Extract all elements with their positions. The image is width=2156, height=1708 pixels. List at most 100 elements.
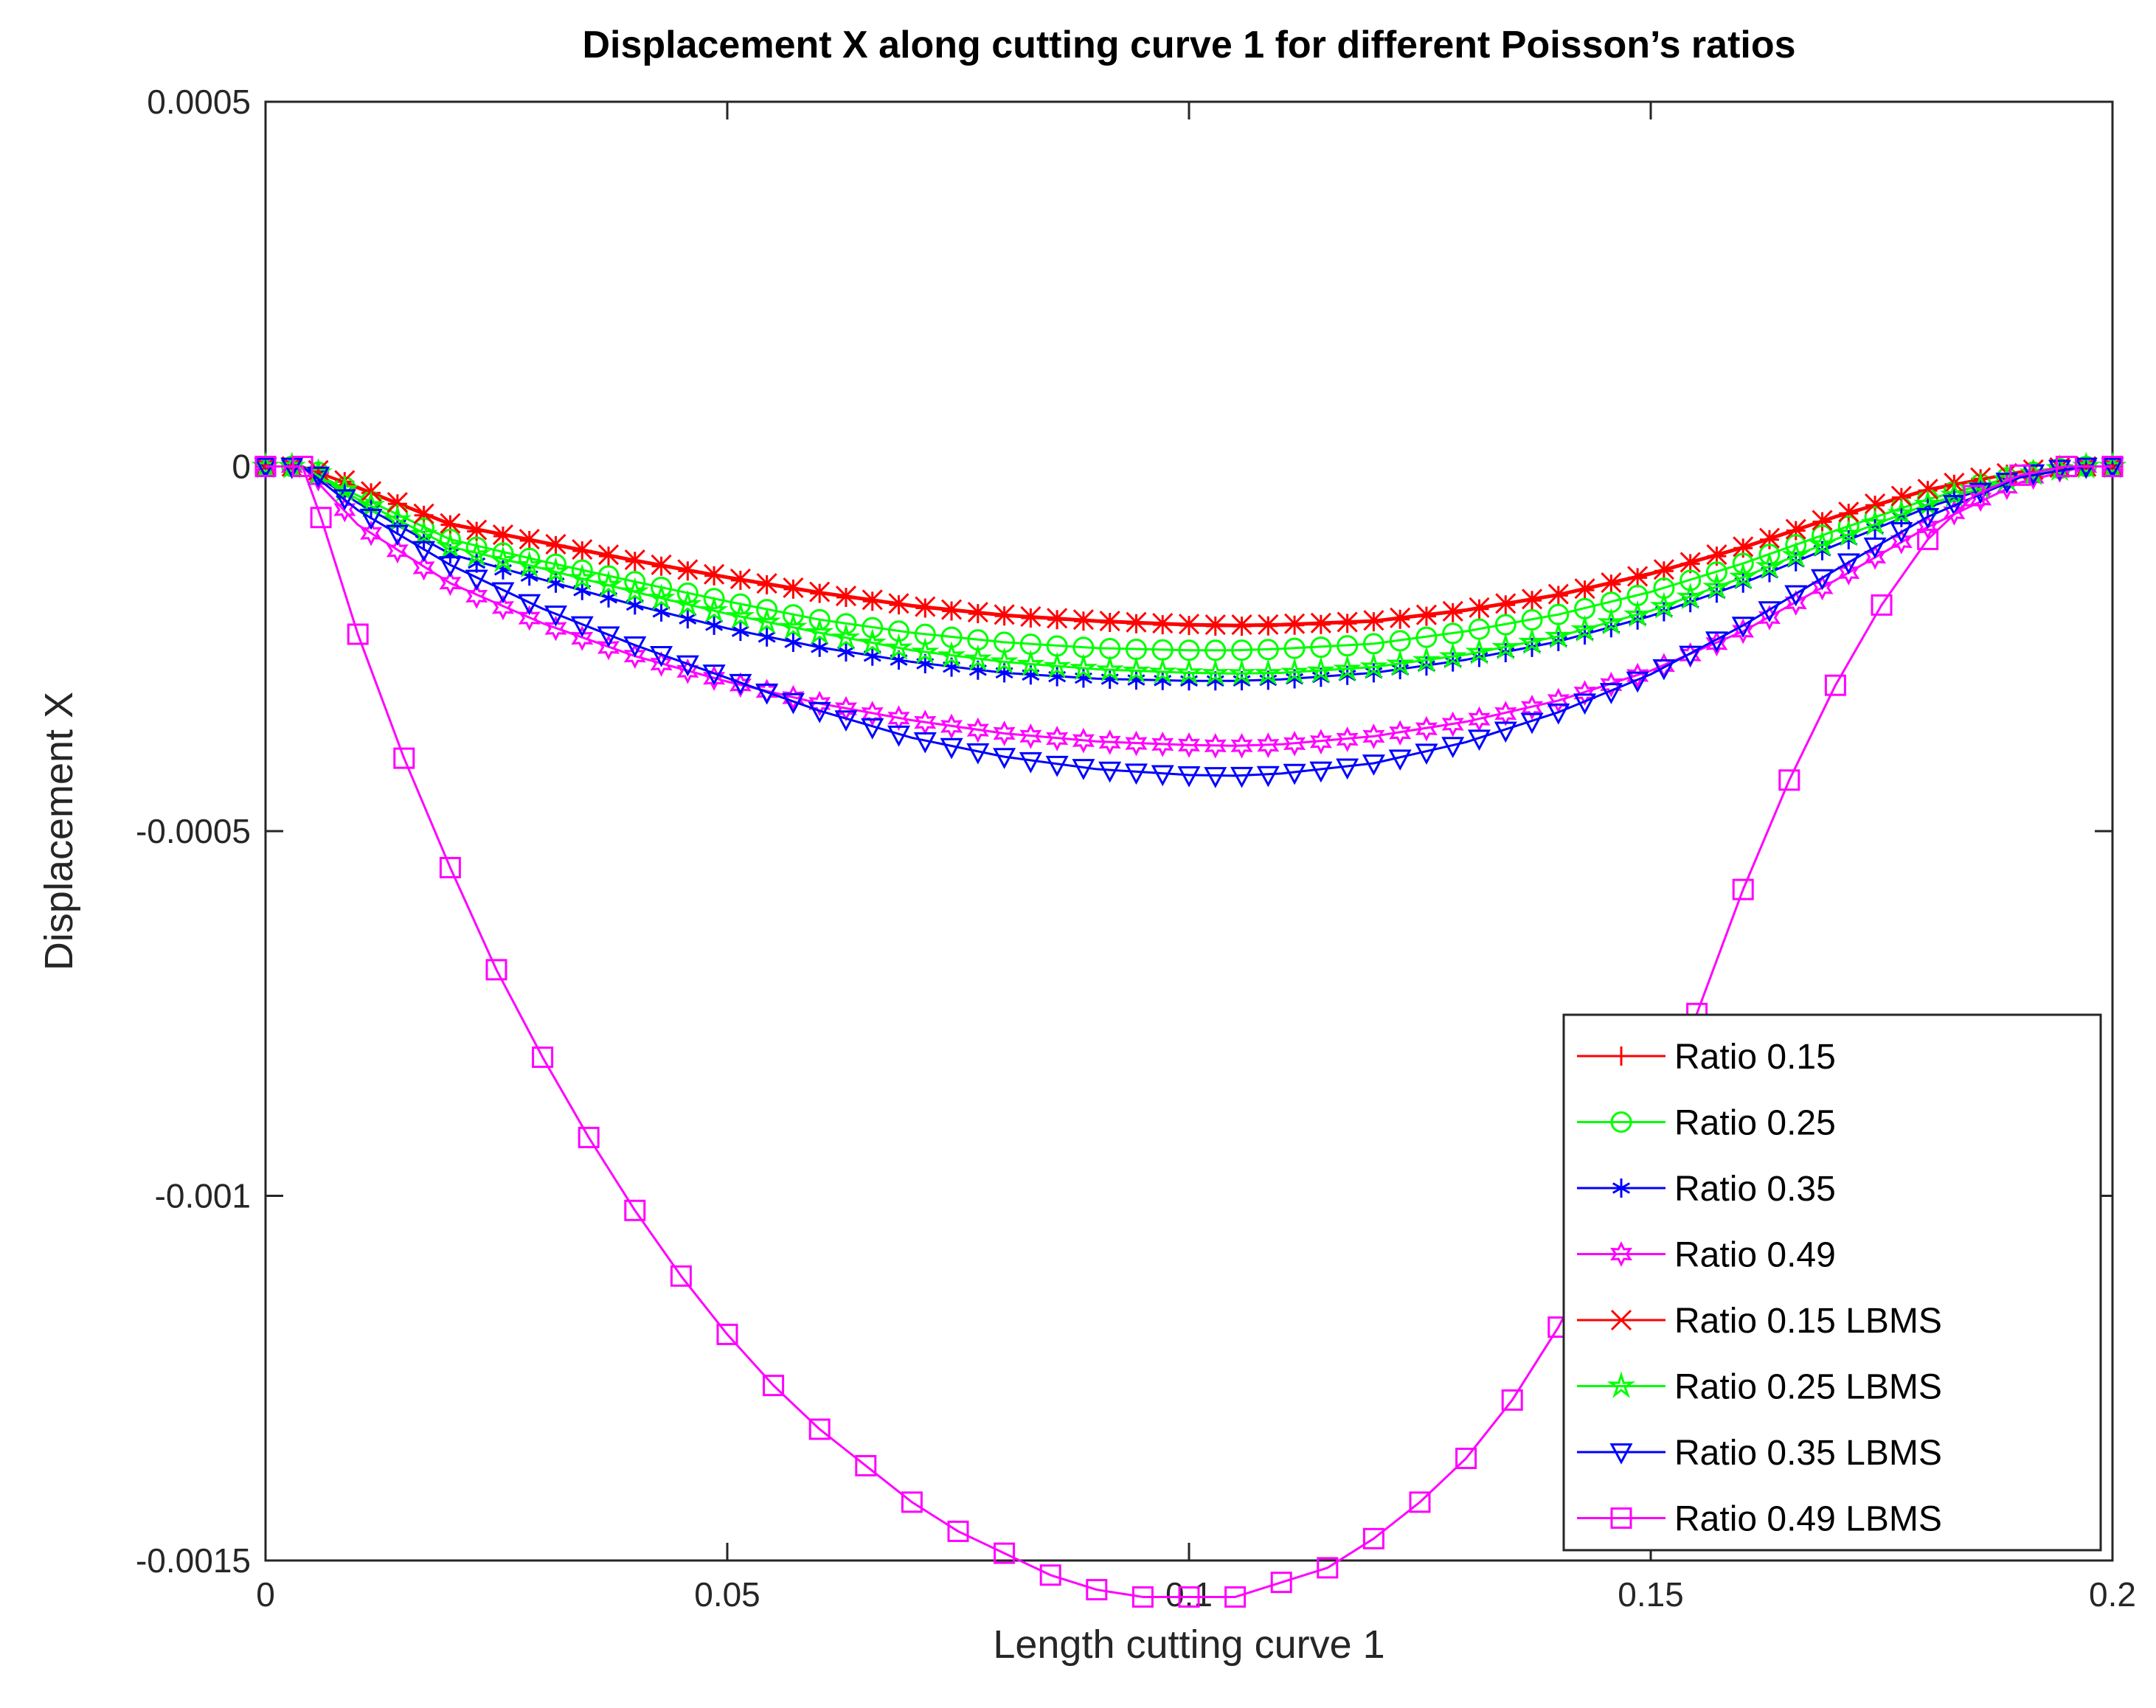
data-point <box>1501 1389 1523 1411</box>
data-point <box>1599 683 1623 704</box>
legend-marker <box>1610 1507 1632 1529</box>
data-point <box>1871 594 1893 616</box>
data-point <box>994 1542 1016 1564</box>
data-point <box>1336 758 1359 780</box>
data-point <box>1601 572 1622 594</box>
legend-marker <box>1610 1111 1632 1133</box>
data-point <box>729 568 751 589</box>
data-point <box>1810 569 1834 591</box>
data-point <box>438 556 462 577</box>
data-point <box>1257 732 1280 758</box>
legend-item: Ratio 0.25 <box>1577 1104 1836 1143</box>
data-point <box>1864 493 1886 515</box>
data-point <box>1204 614 1226 636</box>
data-point <box>1465 637 1494 664</box>
data-point <box>1969 486 1992 513</box>
data-point <box>1363 610 1384 631</box>
data-point <box>492 524 514 546</box>
data-point <box>386 524 409 546</box>
legend-label: Ratio 0.49 <box>1674 1236 1836 1275</box>
data-point <box>1544 621 1573 649</box>
data-point <box>808 690 831 717</box>
series-line <box>266 465 2112 675</box>
data-point <box>485 959 507 981</box>
series-line <box>266 465 2112 747</box>
data-point <box>1224 1586 1247 1608</box>
data-point <box>1623 600 1652 628</box>
data-point <box>1309 761 1333 783</box>
data-point <box>1333 654 1362 681</box>
data-point <box>2048 459 2071 482</box>
data-point <box>947 1520 969 1542</box>
data-point <box>1227 659 1256 686</box>
data-point <box>1784 590 1807 616</box>
data-point <box>1362 1527 1384 1549</box>
series-7 <box>254 457 2124 788</box>
data-point <box>1521 694 1544 721</box>
data-point <box>1125 730 1148 757</box>
data-point <box>1072 727 1095 754</box>
series-line <box>266 465 2112 626</box>
data-point <box>597 544 620 566</box>
data-point <box>1917 479 1938 500</box>
data-point <box>940 737 963 760</box>
data-point <box>835 585 857 607</box>
data-point <box>1574 578 1595 600</box>
data-point <box>703 665 726 691</box>
data-point <box>673 589 702 617</box>
data-point <box>1151 732 1174 757</box>
data-point <box>491 582 515 604</box>
data-point <box>937 641 966 668</box>
legend-item: Ratio 0.35 LBMS <box>1577 1434 1942 1473</box>
x-tick-label: 0 <box>256 1575 275 1614</box>
data-point <box>1152 613 1174 634</box>
data-point <box>1362 754 1385 776</box>
data-point <box>2055 456 2077 477</box>
data-point <box>652 602 670 622</box>
data-point <box>901 1491 923 1513</box>
data-point <box>808 1418 831 1440</box>
data-point <box>1270 1572 1292 1594</box>
legend-marker <box>1606 1371 1636 1398</box>
data-point <box>1283 763 1306 785</box>
data-point <box>1963 485 1985 507</box>
y-axis: 0.0005 0 -0.0005 -0.001 -0.0015 <box>136 83 2112 1580</box>
data-point <box>409 519 438 547</box>
data-point <box>1778 769 1800 791</box>
data-point <box>1098 761 1122 783</box>
data-point <box>811 637 829 657</box>
data-point <box>571 625 594 651</box>
data-point <box>2009 464 2031 486</box>
series-layer <box>251 451 2127 1608</box>
data-point <box>330 474 359 502</box>
data-point <box>1573 693 1597 715</box>
data-point <box>1758 527 1781 549</box>
data-point <box>2074 457 2098 479</box>
data-point <box>333 489 356 511</box>
data-point <box>1626 671 1649 693</box>
data-point <box>1337 611 1358 633</box>
data-point <box>1072 759 1095 780</box>
legend-label: Ratio 0.49 LBMS <box>1674 1500 1942 1539</box>
data-point <box>862 589 883 611</box>
data-point <box>967 602 988 623</box>
data-point <box>758 627 776 647</box>
legend-label: Ratio 0.35 <box>1674 1170 1836 1209</box>
data-point <box>1258 614 1279 635</box>
legend: Ratio 0.15 Ratio 0.25 Ratio 0.35 Ratio 0.49… <box>1562 1013 2102 1552</box>
legend-box <box>1562 1013 2102 1552</box>
data-point <box>647 583 676 611</box>
data-point <box>726 602 755 629</box>
data-point <box>1680 552 1701 573</box>
data-point <box>755 683 779 705</box>
data-point <box>254 456 277 477</box>
data-point <box>254 457 277 479</box>
data-point <box>699 596 729 623</box>
data-point <box>570 616 594 638</box>
data-point <box>782 604 804 626</box>
data-point <box>966 743 990 765</box>
data-point <box>1415 715 1438 742</box>
data-point <box>1019 723 1042 749</box>
data-point <box>781 692 805 715</box>
